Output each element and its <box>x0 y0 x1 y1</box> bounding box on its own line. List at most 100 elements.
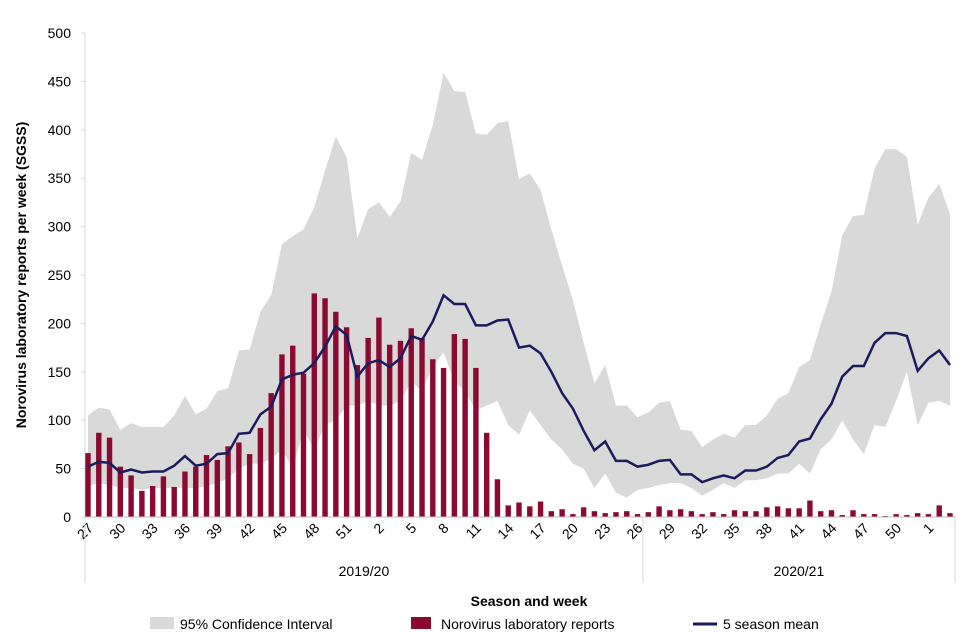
bar <box>203 455 210 517</box>
x-tick-label: 36 <box>171 520 193 542</box>
bar <box>236 442 242 517</box>
x-tick-label: 2 <box>370 520 387 537</box>
bar <box>904 515 910 517</box>
x-tick-label: 5 <box>403 520 420 537</box>
bar <box>559 509 565 517</box>
bar <box>699 514 705 517</box>
y-tick-label: 500 <box>48 25 72 41</box>
bar <box>365 337 371 517</box>
legend-swatch <box>150 617 174 629</box>
bar <box>171 486 177 517</box>
bar <box>914 513 921 517</box>
bar <box>850 510 856 517</box>
bar <box>807 500 813 517</box>
y-axis-title: Norovirus laboratory reports per week (S… <box>13 122 29 429</box>
legend-label: Norovirus laboratory reports <box>441 616 615 632</box>
y-tick-label: 350 <box>48 170 72 186</box>
bar <box>645 512 651 517</box>
bar <box>149 486 156 517</box>
bar <box>570 514 576 517</box>
bar <box>624 511 630 517</box>
bar <box>667 510 673 517</box>
bar <box>333 311 339 517</box>
bar <box>527 506 533 517</box>
x-tick-label: 11 <box>462 520 484 542</box>
y-tick-label: 250 <box>48 267 72 283</box>
bar <box>721 514 727 517</box>
x-tick-label: 17 <box>526 520 548 542</box>
bar <box>710 512 716 517</box>
bar <box>634 514 641 517</box>
mean-line <box>87 293 952 484</box>
bar <box>764 507 770 517</box>
x-tick-label: 51 <box>332 520 354 542</box>
y-tick-label: 50 <box>55 461 71 477</box>
x-tick-label: 30 <box>106 520 128 542</box>
bar <box>311 293 317 517</box>
x-tick-label: 33 <box>138 520 160 542</box>
x-tick-label: 44 <box>817 520 839 542</box>
bar <box>419 337 425 517</box>
x-tick-label: 35 <box>720 520 742 542</box>
bar <box>408 328 414 517</box>
bar <box>387 344 393 517</box>
bar <box>494 479 501 517</box>
bar <box>193 466 199 517</box>
bar <box>893 514 899 517</box>
x-tick-label: 45 <box>268 520 290 542</box>
bar <box>677 509 684 517</box>
bar <box>602 513 608 517</box>
x-axis-title: Season and week <box>471 593 588 609</box>
bar <box>440 367 447 517</box>
bar <box>139 490 145 517</box>
bar <box>580 507 587 517</box>
bar <box>871 514 878 517</box>
bar <box>688 511 695 517</box>
legend-label: 95% Confidence Interval <box>180 616 333 632</box>
bar <box>839 515 845 517</box>
bar <box>290 345 296 517</box>
legend-swatch <box>411 617 431 629</box>
bar <box>279 354 285 517</box>
bar <box>613 512 619 517</box>
bar <box>753 511 759 517</box>
bar <box>731 510 738 517</box>
bar <box>343 327 350 517</box>
x-tick-label: 50 <box>882 520 904 542</box>
bar <box>796 508 802 517</box>
bar <box>462 338 468 517</box>
bar <box>548 511 555 517</box>
bar <box>936 505 942 517</box>
bar <box>925 514 932 517</box>
x-tick-label: 42 <box>235 520 257 542</box>
x-tick-label: 14 <box>494 520 516 542</box>
season-label: 2019/20 <box>339 563 390 579</box>
x-tick-label: 47 <box>850 520 872 542</box>
bar <box>451 334 458 517</box>
x-tick-label: 48 <box>300 520 322 542</box>
x-tick-label: 8 <box>435 520 452 537</box>
bar <box>774 506 781 517</box>
bar <box>742 511 748 517</box>
x-tick-label: 32 <box>688 520 710 542</box>
bar <box>516 502 522 517</box>
bar <box>656 506 662 517</box>
bar <box>861 514 867 517</box>
confidence-band <box>88 72 950 498</box>
bar <box>430 359 436 517</box>
bar <box>828 510 835 517</box>
bar <box>160 476 167 517</box>
x-tick-label: 41 <box>785 520 807 542</box>
bar <box>376 317 382 517</box>
y-tick-label: 450 <box>48 73 72 89</box>
bar <box>505 505 511 517</box>
bar <box>96 432 102 517</box>
y-tick-label: 400 <box>48 122 72 138</box>
y-tick-label: 100 <box>48 412 72 428</box>
x-tick-label: 38 <box>753 520 775 542</box>
legend-label: 5 season mean <box>723 616 819 632</box>
bar <box>246 454 253 517</box>
season-label: 2020/21 <box>774 563 825 579</box>
bar <box>785 508 792 517</box>
